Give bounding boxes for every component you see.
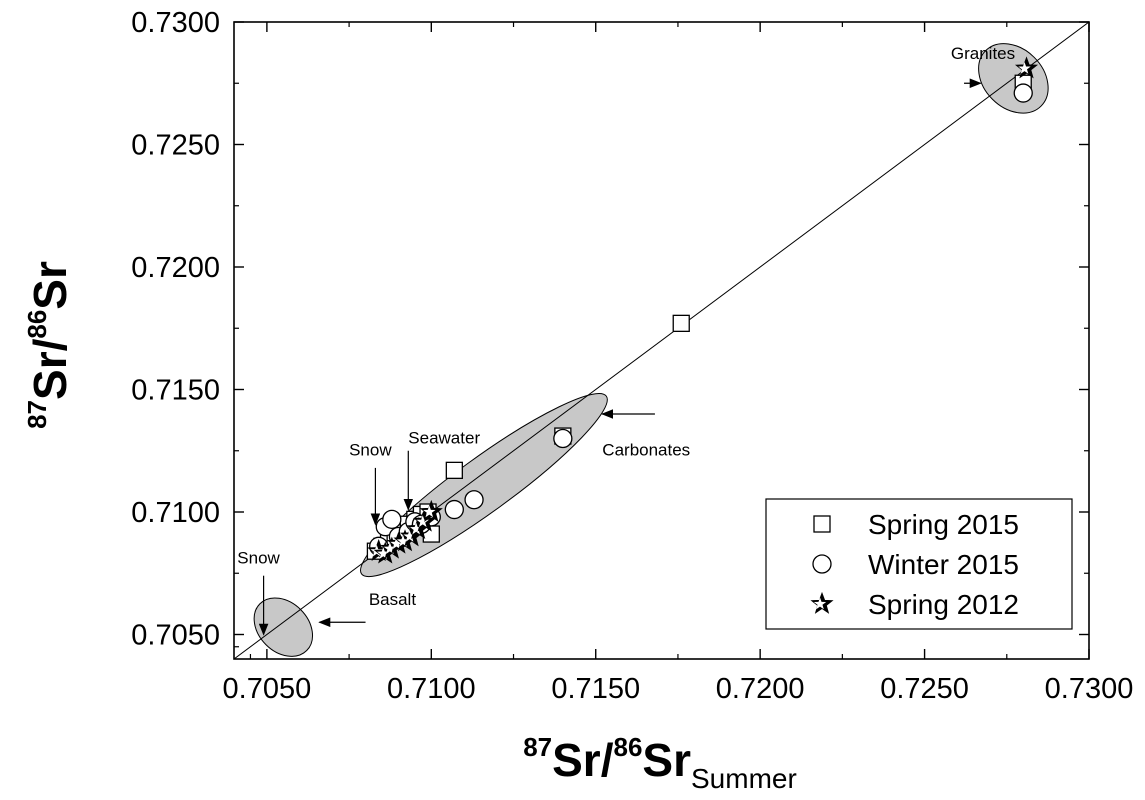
x-tick-label: 0.7100 <box>387 673 476 705</box>
y-tick-label: 0.7150 <box>131 375 220 407</box>
star-marker <box>419 499 443 522</box>
series-spring-2012 <box>367 56 1039 564</box>
x-axis-title: 87Sr/86SrSummer <box>523 732 797 794</box>
circle-marker <box>553 428 573 449</box>
legend: Spring 2015 Winter 2015 Spring 2012 <box>765 498 1073 630</box>
legend-circle-marker <box>812 554 832 574</box>
legend-label: Spring 2015 <box>868 509 1019 540</box>
x-tick-label: 0.7300 <box>1045 673 1134 705</box>
star-marker-highlight <box>377 547 390 559</box>
circle-marker <box>1013 83 1033 103</box>
legend-square-marker <box>813 515 831 533</box>
star-marker-highlight <box>390 537 403 550</box>
x-tick-labels: 0.7050 0.7100 0.7150 0.7200 0.7250 0.7300 <box>223 673 1134 705</box>
y-tick-label: 0.7100 <box>131 497 220 529</box>
square-marker <box>445 461 463 480</box>
y-tick-label: 0.7250 <box>131 130 220 162</box>
y-tick-label: 0.7050 <box>131 620 220 652</box>
star-marker <box>1014 56 1039 79</box>
circle-marker <box>444 499 464 520</box>
snow-annotation-label: Snow <box>237 548 280 567</box>
legend-label: Winter 2015 <box>868 549 1019 580</box>
star-marker-highlight <box>423 505 436 518</box>
annotations: Granites Carbonates Seawater Snow Snow Basalt <box>237 44 1015 636</box>
plot-area-frame <box>233 21 1090 660</box>
data-points <box>366 56 1039 564</box>
x-tick-label: 0.7150 <box>551 673 640 705</box>
circle-marker <box>464 490 484 510</box>
legend-label: Spring 2012 <box>868 589 1019 620</box>
star-marker-highlight <box>813 597 827 610</box>
y-tick-label: 0.7200 <box>131 252 220 284</box>
star-marker-highlight <box>403 530 416 542</box>
square-marker <box>672 314 690 333</box>
x-tick-label: 0.7250 <box>880 673 969 705</box>
axis-ticks <box>234 21 1090 659</box>
star-marker-highlight <box>416 515 429 528</box>
seawater-annotation-label: Seawater <box>408 428 480 447</box>
legend-star-marker <box>810 591 834 614</box>
star-marker-highlight <box>396 534 410 547</box>
circle-marker <box>382 509 402 529</box>
snow-annotation-label: Snow <box>349 441 392 460</box>
carbonates-region-ellipse <box>360 393 608 578</box>
y-tick-labels: 0.7050 0.7100 0.7150 0.7200 0.7250 0.7300 <box>131 7 220 652</box>
star-marker-highlight <box>383 542 397 555</box>
star-marker-highlight <box>409 522 423 535</box>
y-tick-label: 0.7300 <box>131 7 220 39</box>
star-marker-highlight <box>1018 62 1031 74</box>
x-tick-label: 0.7200 <box>716 673 805 705</box>
carbonates-annotation-label: Carbonates <box>602 441 690 460</box>
x-tick-label: 0.7050 <box>223 673 312 705</box>
basalt-region-ellipse <box>253 597 314 657</box>
basalt-annotation-label: Basalt <box>369 590 417 609</box>
y-axis-title: 87Sr/86Sr <box>22 261 76 429</box>
granites-annotation-label: Granites <box>951 44 1015 63</box>
